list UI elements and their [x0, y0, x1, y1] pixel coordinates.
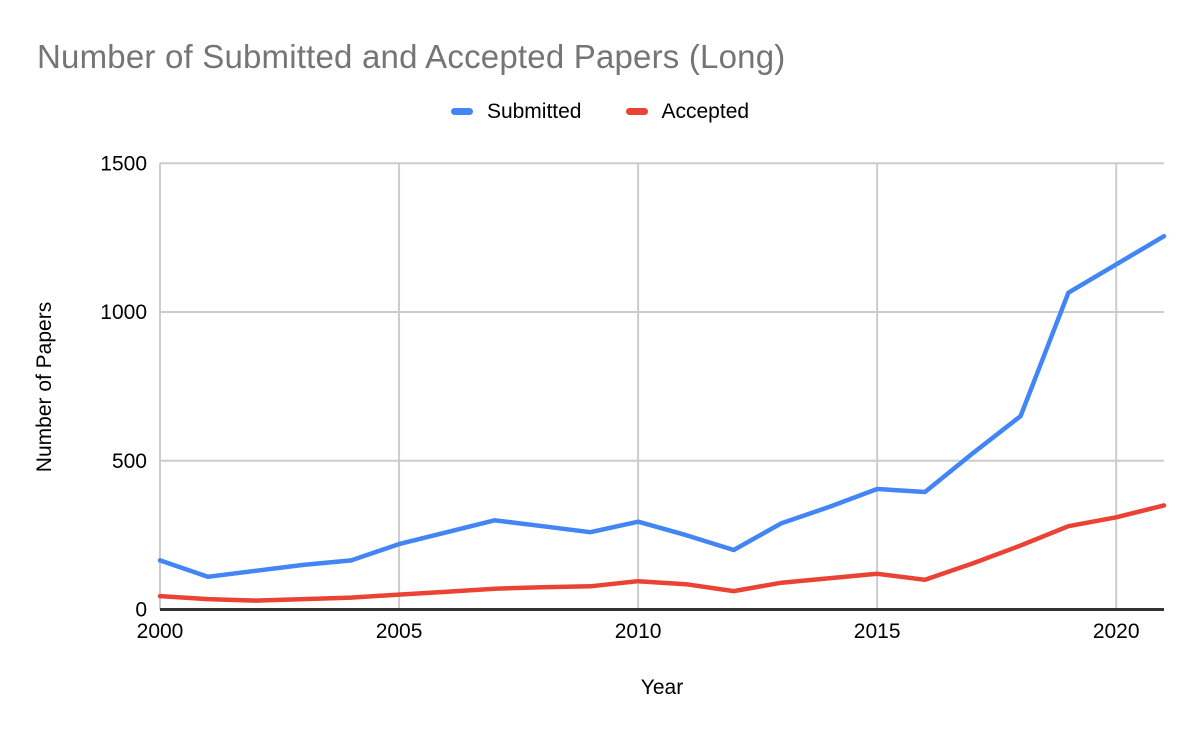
- y-tick-label-1000: 1000: [100, 301, 147, 324]
- legend-item-submitted: Submitted: [450, 100, 582, 123]
- x-tick-label-2000: 2000: [137, 620, 184, 643]
- accepted-series-swatch-icon: [625, 108, 648, 115]
- x-tick-label-2015: 2015: [854, 620, 901, 643]
- series-accepted-line: [157, 503, 1167, 603]
- x-tick-label-2010: 2010: [615, 620, 662, 643]
- y-tick-label-0: 0: [135, 599, 147, 622]
- y-tick-label-500: 500: [112, 450, 147, 473]
- y-axis-title: Number of Papers: [33, 302, 56, 472]
- legend-label-submitted: Submitted: [486, 100, 582, 123]
- legend-label-accepted: Accepted: [661, 100, 750, 123]
- legend: Submitted Accepted: [0, 101, 1200, 122]
- y-tick-label-1500: 1500: [100, 152, 147, 175]
- submitted-series-swatch-icon: [450, 108, 473, 115]
- chart-title: Number of Submitted and Accepted Papers …: [37, 38, 786, 75]
- legend-item-accepted: Accepted: [625, 100, 750, 123]
- x-tick-label-2005: 2005: [376, 620, 423, 643]
- series-submitted-line: [157, 233, 1167, 580]
- x-axis-title: Year: [641, 676, 683, 699]
- x-tick-label-2020: 2020: [1093, 620, 1140, 643]
